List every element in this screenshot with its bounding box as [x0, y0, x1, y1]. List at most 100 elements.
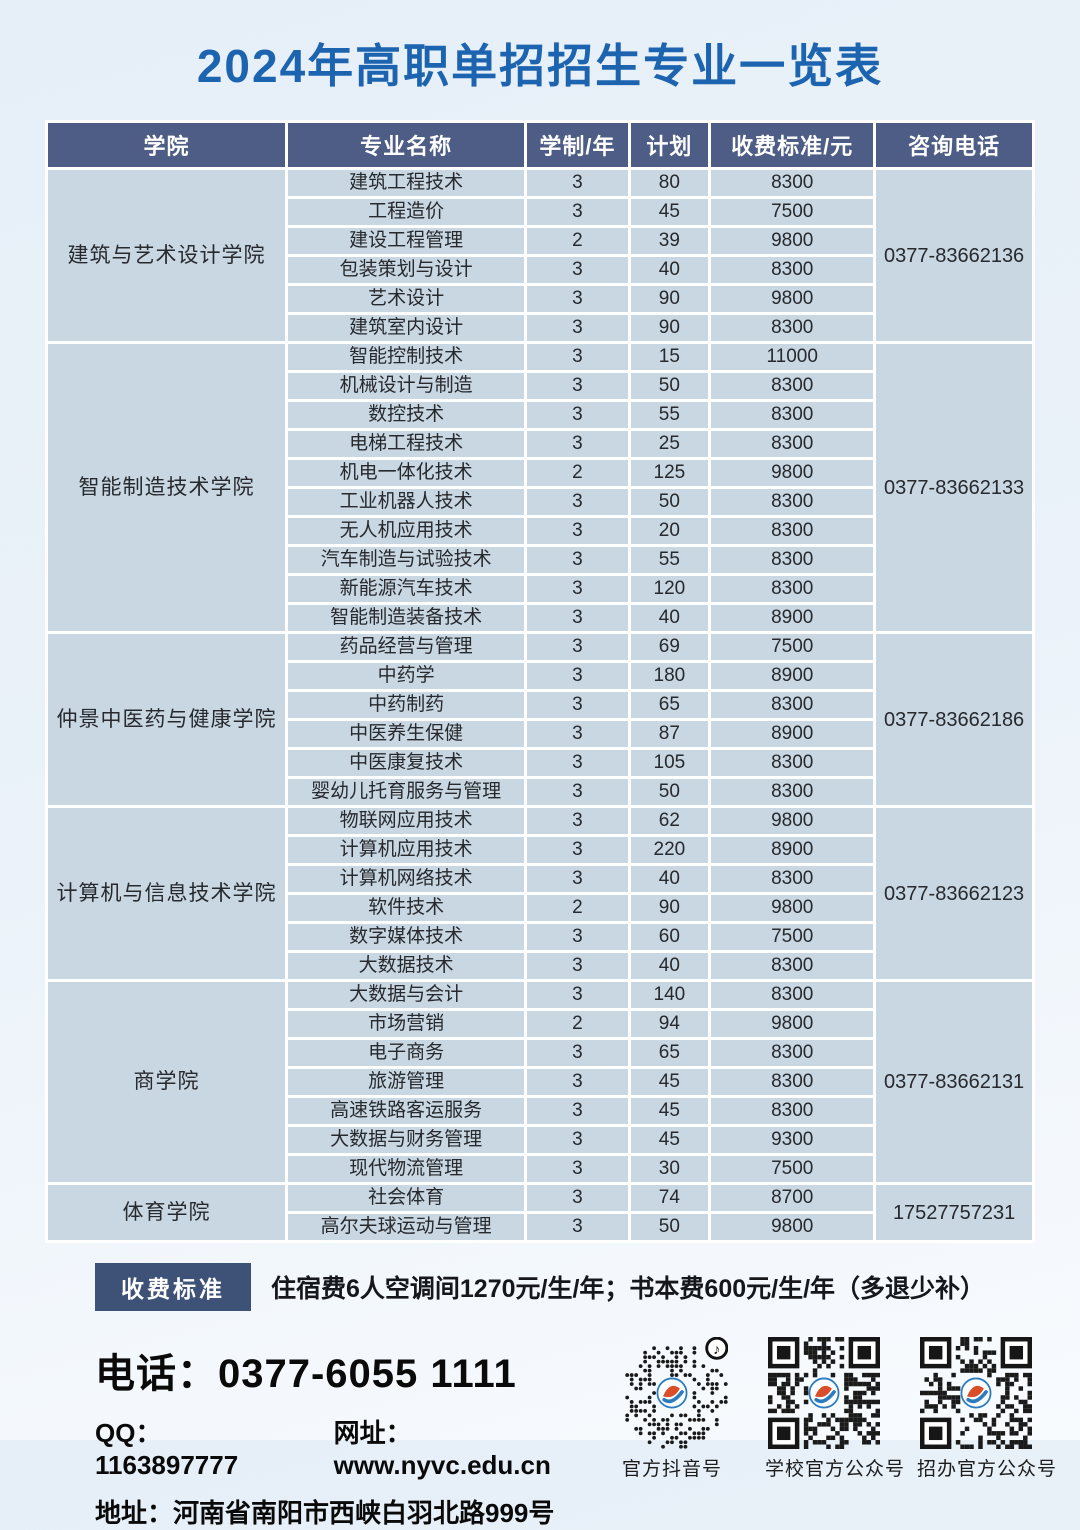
qq-label: QQ： [95, 1418, 162, 1448]
years-cell: 3 [527, 431, 628, 457]
table-row: 大数据与财务管理 3 45 9300 [48, 1127, 1032, 1153]
plan-cell: 220 [630, 837, 709, 863]
major-cell: 软件技术 [288, 895, 525, 921]
plan-cell: 125 [630, 460, 709, 486]
major-cell: 计算机应用技术 [288, 837, 525, 863]
table-row: 市场营销 2 94 9800 [48, 1011, 1032, 1037]
table-row: 体育学院 社会体育 3 74 8700 17527757231 [48, 1185, 1032, 1240]
major-cell: 新能源汽车技术 [288, 576, 525, 602]
admissions-qr-code-icon [920, 1337, 1032, 1449]
plan-cell: 80 [630, 170, 709, 196]
major-cell: 中医康复技术 [288, 750, 525, 776]
years-cell: 3 [527, 982, 628, 1008]
years-cell: 3 [527, 605, 628, 631]
years-cell: 3 [527, 750, 628, 776]
major-cell: 电子商务 [288, 1040, 525, 1066]
table-row: 艺术设计 3 90 9800 [48, 286, 1032, 312]
plan-cell: 105 [630, 750, 709, 776]
years-cell: 3 [527, 373, 628, 399]
major-cell: 物联网应用技术 [288, 808, 525, 834]
web-url: www.nyvc.edu.cn [333, 1450, 551, 1480]
fee-note-text: 住宿费6人空调间1270元/生/年；书本费600元/生/年（多退少补） [271, 1275, 986, 1303]
fee-cell: 11000 [711, 344, 874, 370]
plan-cell: 45 [630, 1069, 709, 1095]
column-header-phone: 咨询电话 [876, 123, 1032, 167]
major-cell: 数字媒体技术 [288, 924, 525, 950]
fee-cell: 8300 [711, 576, 874, 602]
table-row: 机械设计与制造 3 50 8300 [48, 373, 1032, 399]
table-header-row: 学院 专业名称 学制/年 计划 收费标准/元 咨询电话 [48, 123, 1032, 167]
column-header-fee: 收费标准/元 [711, 123, 874, 167]
plan-cell: 60 [630, 924, 709, 950]
major-cell: 大数据技术 [288, 953, 525, 979]
fee-cell: 8300 [711, 982, 874, 1008]
plan-cell: 65 [630, 1040, 709, 1066]
major-cell: 大数据与会计 [288, 982, 525, 1008]
plan-cell: 140 [630, 982, 709, 1008]
plan-cell: 15 [630, 344, 709, 370]
table-row: 数控技术 3 55 8300 [48, 402, 1032, 428]
years-cell: 3 [527, 837, 628, 863]
years-cell: 3 [527, 518, 628, 544]
address-label: 地址： [95, 1498, 174, 1528]
major-cell: 社会体育 [288, 1185, 525, 1211]
plan-cell: 30 [630, 1156, 709, 1182]
years-cell: 3 [527, 1156, 628, 1182]
fee-cell: 9800 [711, 228, 874, 254]
fee-cell: 8900 [711, 837, 874, 863]
fee-cell: 8300 [711, 953, 874, 979]
plan-cell: 45 [630, 199, 709, 225]
years-cell: 3 [527, 344, 628, 370]
years-cell: 3 [527, 199, 628, 225]
table-row: 智能制造装备技术 3 40 8900 [48, 605, 1032, 631]
major-cell: 汽车制造与试验技术 [288, 547, 525, 573]
phone-cell: 17527757231 [876, 1185, 1032, 1240]
major-cell: 机械设计与制造 [288, 373, 525, 399]
table-row: 中医康复技术 3 105 8300 [48, 750, 1032, 776]
table-row: 智能制造技术学院 智能控制技术 3 15 11000 0377-83662133 [48, 344, 1032, 631]
phone-number: 0377-6055 1111 [218, 1352, 517, 1396]
years-cell: 3 [527, 547, 628, 573]
column-header-plan: 计划 [630, 123, 709, 167]
table-row: 中药学 3 180 8900 [48, 663, 1032, 689]
table-row: 大数据技术 3 40 8300 [48, 953, 1032, 979]
major-cell: 现代物流管理 [288, 1156, 525, 1182]
plan-cell: 40 [630, 953, 709, 979]
major-cell: 中医养生保健 [288, 721, 525, 747]
table-row: 现代物流管理 3 30 7500 [48, 1156, 1032, 1182]
plan-cell: 40 [630, 257, 709, 283]
qr-code-row: ♪ 官方抖音号 学校官方公众号 招办官方公众号 [613, 1337, 1058, 1481]
major-cell: 高速铁路客运服务 [288, 1098, 525, 1124]
table-row: 工程造价 3 45 7500 [48, 199, 1032, 225]
fee-cell: 8300 [711, 489, 874, 515]
fee-cell: 9800 [711, 808, 874, 834]
years-cell: 3 [527, 924, 628, 950]
years-cell: 3 [527, 634, 628, 660]
fee-note: 收费标准 住宿费6人空调间1270元/生/年；书本费600元/生/年（多退少补） [95, 1263, 1080, 1311]
years-cell: 3 [527, 1069, 628, 1095]
plan-cell: 50 [630, 779, 709, 805]
fee-cell: 8900 [711, 721, 874, 747]
table-row: 电子商务 3 65 8300 [48, 1040, 1032, 1066]
page-title: 2024年高职单招招生专业一览表 [196, 40, 884, 92]
plan-cell: 74 [630, 1185, 709, 1211]
college-cell: 计算机与信息技术学院 [48, 808, 286, 979]
phone-cell: 0377-83662186 [876, 634, 1032, 805]
phone-cell: 0377-83662123 [876, 808, 1032, 979]
qr-label: 招办官方公众号 [917, 1459, 1058, 1480]
college-cell: 体育学院 [48, 1185, 286, 1240]
years-cell: 3 [527, 170, 628, 196]
qr-label: 官方抖音号 [621, 1459, 722, 1480]
major-cell: 计算机网络技术 [288, 866, 525, 892]
years-cell: 3 [527, 866, 628, 892]
table-row: 无人机应用技术 3 20 8300 [48, 518, 1032, 544]
years-cell: 2 [527, 228, 628, 254]
years-cell: 3 [527, 489, 628, 515]
fee-cell: 8900 [711, 605, 874, 631]
plan-cell: 45 [630, 1127, 709, 1153]
fee-note-badge: 收费标准 [95, 1263, 251, 1311]
years-cell: 2 [527, 460, 628, 486]
qq-pair: QQ：1163897777 [95, 1413, 288, 1481]
major-cell: 市场营销 [288, 1011, 525, 1037]
table-row: 婴幼儿托育服务与管理 3 50 8300 [48, 779, 1032, 805]
